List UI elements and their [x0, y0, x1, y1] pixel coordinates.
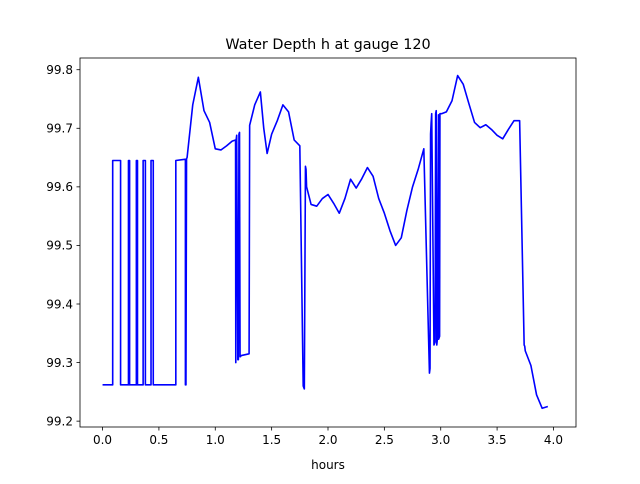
y-tick-label: 99.4 — [46, 297, 73, 311]
x-tick-label: 1.5 — [262, 433, 281, 447]
x-tick-label: 2.0 — [318, 433, 337, 447]
y-tick-label: 99.7 — [46, 122, 73, 136]
y-tick-label: 99.3 — [46, 356, 73, 370]
plot-area: 0.0 0.5 1.0 1.5 2.0 2.5 3.0 3.5 4.0 99.2 99.3 99.4 9… — [46, 57, 577, 447]
data-series-line — [102, 74, 549, 410]
x-tick-label: 3.5 — [488, 433, 507, 447]
x-tick-label: 4.0 — [544, 433, 563, 447]
x-axis-label: hours — [311, 458, 345, 472]
y-tick-label: 99.5 — [46, 239, 73, 253]
x-tick-label: 0.0 — [93, 433, 112, 447]
y-tick-label: 99.8 — [46, 63, 73, 77]
x-tick-label: 0.5 — [149, 433, 168, 447]
y-tick-label: 99.2 — [46, 414, 73, 428]
chart-title: Water Depth h at gauge 120 — [225, 37, 430, 53]
x-tick-label: 1.0 — [206, 433, 225, 447]
x-tick-label: 2.5 — [375, 433, 394, 447]
x-tick-label: 3.0 — [431, 433, 450, 447]
y-tick-label: 99.6 — [46, 180, 73, 194]
